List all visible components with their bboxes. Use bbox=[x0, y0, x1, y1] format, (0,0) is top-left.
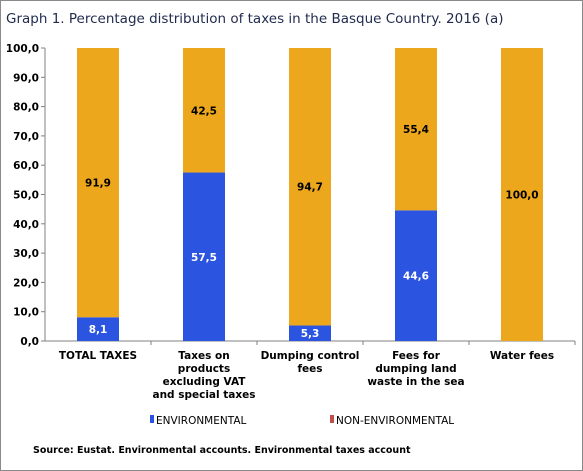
bar-environmental bbox=[183, 172, 225, 341]
data-label: 42,5 bbox=[191, 105, 217, 117]
x-category-label: Taxes on products excluding VAT and special… bbox=[152, 350, 255, 401]
data-label: 91,9 bbox=[85, 178, 111, 190]
y-tick-label: 100,0 bbox=[6, 43, 39, 55]
bar-environmental bbox=[395, 210, 437, 341]
y-tick-label: 0,0 bbox=[20, 336, 39, 348]
x-category-label: Dumping control fees bbox=[261, 350, 360, 375]
data-label: 94,7 bbox=[297, 182, 323, 194]
legend-label: NON-ENVIRONMENTAL bbox=[336, 415, 454, 427]
source-note: Source: Eustat. Environmental accounts. … bbox=[33, 445, 411, 456]
legend-label: ENVIRONMENTAL bbox=[156, 415, 247, 427]
chart-axes: 0,0 10,0 20,0 30,0 40,0 50,0 60,0 70,0 80,0 90,0 1… bbox=[6, 43, 576, 348]
data-label: 8,1 bbox=[89, 324, 108, 336]
legend-swatch bbox=[330, 415, 334, 423]
bar-non-environmental bbox=[395, 48, 437, 211]
y-tick-label: 30,0 bbox=[13, 248, 39, 260]
y-tick-label: 40,0 bbox=[13, 219, 39, 231]
data-label: 57,5 bbox=[191, 252, 217, 264]
bar-non-environmental bbox=[183, 48, 225, 173]
chart-title: Graph 1. Percentage distribution of taxe… bbox=[6, 11, 503, 27]
bar-environmental bbox=[77, 317, 119, 341]
x-category-label: TOTAL TAXES bbox=[59, 350, 137, 362]
bar-non-environmental bbox=[289, 48, 331, 326]
y-tick-label: 10,0 bbox=[13, 307, 39, 319]
data-label: 5,3 bbox=[301, 328, 320, 340]
legend-swatch bbox=[150, 415, 154, 423]
x-category-label: Fees for dumping land waste in the sea bbox=[367, 350, 464, 388]
chart-legend: ENVIRONMENTAL NON-ENVIRONMENTAL bbox=[150, 415, 454, 427]
y-tick-label: 20,0 bbox=[13, 277, 39, 289]
bar-non-environmental bbox=[77, 48, 119, 318]
y-tick-label: 80,0 bbox=[13, 102, 39, 114]
y-tick-label: 50,0 bbox=[13, 190, 39, 202]
x-category-label: Water fees bbox=[490, 350, 554, 362]
y-tick-label: 70,0 bbox=[13, 131, 39, 143]
data-label: 55,4 bbox=[403, 124, 429, 136]
chart-bars: 8,1 91,9 57,5 42,5 5,3 94,7 44,6 55,4 100,0 bbox=[77, 48, 543, 341]
category-labels: TOTAL TAXES Taxes on products excluding VAT… bbox=[59, 350, 554, 401]
y-tick-label: 90,0 bbox=[13, 72, 39, 84]
y-tick-label: 60,0 bbox=[13, 160, 39, 172]
bar-non-environmental bbox=[501, 48, 543, 341]
data-label: 100,0 bbox=[505, 190, 538, 202]
bar-environmental bbox=[289, 325, 331, 341]
data-label: 44,6 bbox=[403, 271, 429, 283]
